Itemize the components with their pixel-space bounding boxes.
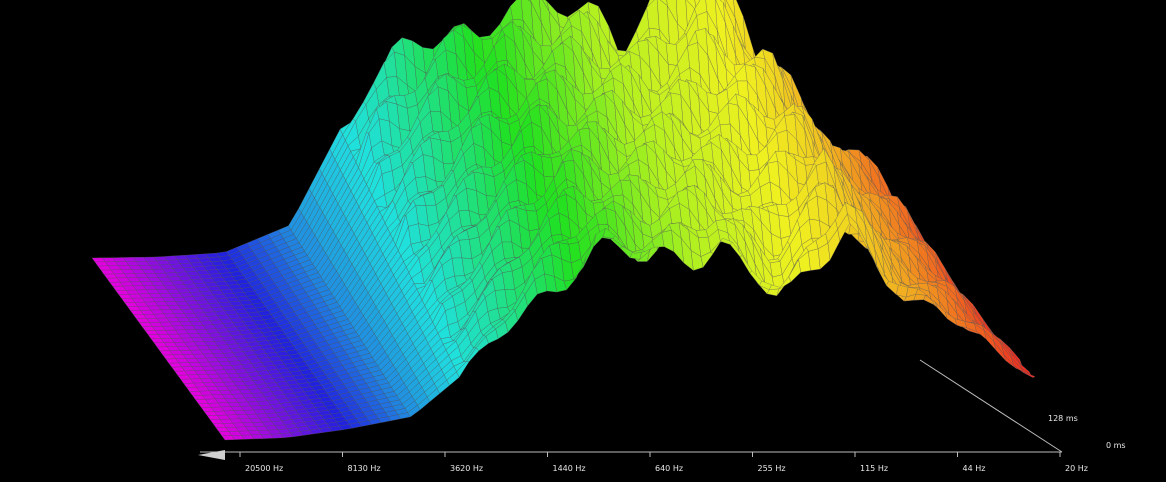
frequency-tick-label: 3620 Hz [450,464,483,473]
frequency-tick-label: 115 Hz [860,464,888,473]
frequency-ticks: 20500 Hz 8130 Hz 3620 Hz 1440 Hz 640 Hz 255 H… [240,452,1088,473]
frequency-tick-label: 44 Hz [963,464,986,473]
frequency-tick-label: 8130 Hz [348,464,381,473]
spectral-surface [92,0,1035,440]
frequency-tick-label: 20500 Hz [245,464,283,473]
frequency-tick-label: 20 Hz [1065,464,1088,473]
time-tick-label: 0 ms [1106,441,1126,450]
time-ticks: 128 ms 0 ms [1048,414,1126,450]
frequency-tick-label: 640 Hz [655,464,683,473]
frequency-tick-label: 1440 Hz [553,464,586,473]
time-tick-label: 128 ms [1048,414,1078,423]
frequency-tick-label: 255 Hz [758,464,786,473]
time-axis-line [920,360,1062,452]
